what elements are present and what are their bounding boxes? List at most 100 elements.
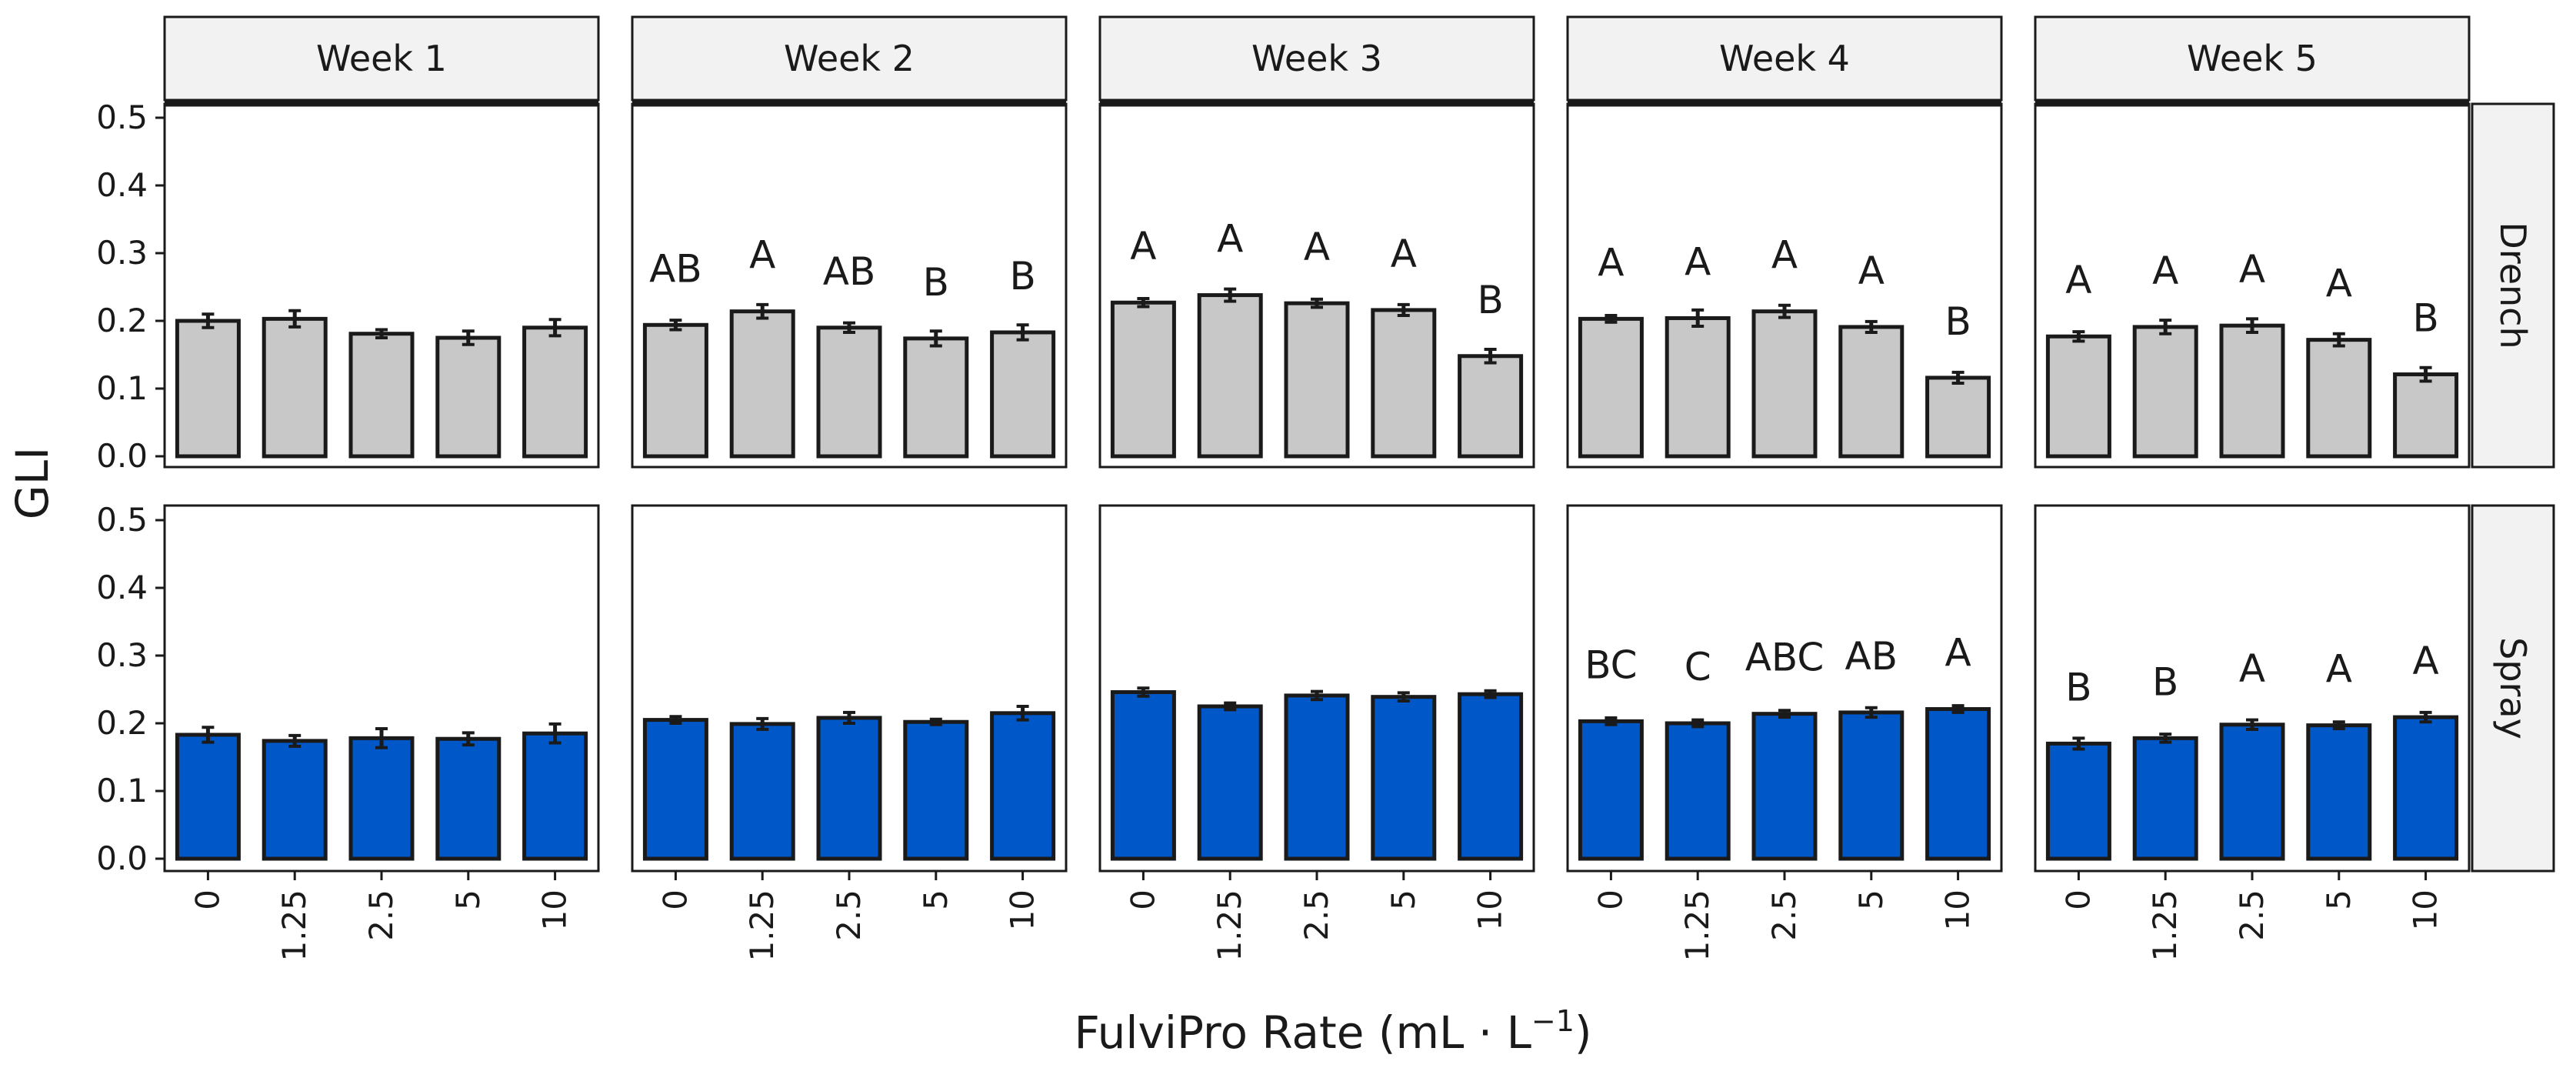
y-tick-label-spray-3: 0.3 bbox=[96, 636, 148, 674]
bar-spray-week-3-5 bbox=[1371, 695, 1437, 861]
bar-spray-week-3-2-5 bbox=[1284, 693, 1350, 861]
significance-letter-drench-week-3-1-25: A bbox=[1217, 217, 1243, 262]
bar-spray-week-2-1-25 bbox=[729, 722, 795, 861]
x-tick-label-week-3-1-25: 1.25 bbox=[1211, 889, 1248, 962]
significance-letter-drench-week-5-5: A bbox=[2326, 262, 2352, 306]
x-tick-label-week-3-0: 0 bbox=[1124, 889, 1161, 910]
facet-strip-label-spray: Spray bbox=[2492, 637, 2534, 739]
bar-spray-week-4-5 bbox=[1838, 710, 1905, 861]
x-tick-label-week-5-5: 5 bbox=[2320, 889, 2358, 910]
x-tick-label-week-4-10: 10 bbox=[1939, 889, 1977, 930]
x-tick-label-week-5-0: 0 bbox=[2059, 889, 2097, 910]
y-tick-label-drench-4: 0.4 bbox=[96, 166, 148, 204]
x-tick-label-week-1-2-5: 2.5 bbox=[362, 889, 400, 941]
significance-letter-spray-week-4-1-25: C bbox=[1685, 645, 1711, 689]
significance-letter-drench-week-2-5: B bbox=[923, 260, 949, 305]
bar-drench-week-2-1-25 bbox=[729, 309, 795, 459]
y-tick-label-drench-3: 0.3 bbox=[96, 234, 148, 272]
facet-strip-week-3 bbox=[1098, 15, 1535, 102]
significance-letter-spray-week-4-0: BC bbox=[1585, 642, 1637, 687]
bar-drench-week-3-2-5 bbox=[1284, 301, 1350, 459]
bar-drench-week-5-1-25 bbox=[2132, 325, 2198, 459]
x-tick-label-week-4-2-5: 2.5 bbox=[1765, 889, 1803, 941]
facet-strip-spray bbox=[2471, 504, 2555, 873]
bar-spray-week-1-0 bbox=[175, 733, 241, 861]
significance-letter-spray-week-5-0: B bbox=[2065, 665, 2091, 709]
significance-letter-drench-week-4-1-25: A bbox=[1685, 239, 1711, 284]
x-tick-label-week-2-5: 5 bbox=[917, 889, 955, 910]
bar-spray-week-5-1-25 bbox=[2132, 736, 2198, 861]
bar-spray-week-3-10 bbox=[1458, 692, 1524, 861]
y-tick-label-spray-1: 0.1 bbox=[96, 772, 148, 809]
bar-drench-week-4-10 bbox=[1925, 375, 1991, 459]
y-tick-label-drench-5: 0.5 bbox=[96, 98, 148, 136]
bar-drench-week-1-5 bbox=[435, 335, 502, 459]
bar-drench-week-1-1-25 bbox=[262, 316, 328, 459]
x-tick-label-week-4-1-25: 1.25 bbox=[1678, 889, 1716, 962]
bar-drench-week-2-5 bbox=[903, 336, 969, 459]
x-tick-label-week-1-5: 5 bbox=[449, 889, 487, 910]
significance-letter-drench-week-5-2-5: A bbox=[2239, 247, 2265, 292]
bar-spray-week-4-10 bbox=[1925, 707, 1991, 861]
bar-drench-week-4-1-25 bbox=[1665, 315, 1731, 459]
bar-drench-week-1-0 bbox=[175, 319, 241, 459]
y-tick-label-spray-4: 0.4 bbox=[96, 569, 148, 606]
bar-drench-week-3-10 bbox=[1458, 354, 1524, 459]
significance-letter-drench-week-5-1-25: A bbox=[2152, 249, 2178, 293]
bar-spray-week-4-1-25 bbox=[1665, 721, 1731, 861]
significance-letter-drench-week-2-2-5: AB bbox=[823, 249, 876, 294]
bar-spray-week-3-1-25 bbox=[1197, 704, 1263, 861]
significance-letter-drench-week-2-10: B bbox=[1009, 254, 1035, 299]
bar-drench-week-5-5 bbox=[2306, 338, 2372, 459]
bar-spray-week-1-1-25 bbox=[262, 739, 328, 861]
significance-letter-spray-week-4-2-5: ABC bbox=[1745, 636, 1825, 680]
bar-drench-week-5-10 bbox=[2393, 372, 2459, 459]
x-axis-title-close: ) bbox=[1575, 1006, 1592, 1059]
facet-strip-week-1 bbox=[163, 15, 600, 102]
bar-drench-week-1-2-5 bbox=[348, 332, 415, 459]
bar-drench-week-5-0 bbox=[2045, 334, 2111, 459]
bar-spray-week-1-10 bbox=[522, 731, 588, 861]
significance-letter-drench-week-4-10: B bbox=[1944, 299, 1971, 344]
y-axis-title: GLI bbox=[6, 447, 58, 519]
x-tick-label-week-1-1-25: 1.25 bbox=[275, 889, 313, 962]
x-tick-label-week-4-5: 5 bbox=[1852, 889, 1890, 910]
x-axis-title: FulviPro Rate (mL · L−1) bbox=[1074, 1004, 1591, 1059]
x-axis-title-main: FulviPro Rate (mL · L bbox=[1074, 1006, 1531, 1059]
bar-spray-week-4-2-5 bbox=[1751, 712, 1818, 861]
significance-letter-drench-week-3-10: B bbox=[1477, 278, 1503, 322]
bar-spray-week-2-2-5 bbox=[816, 716, 882, 861]
x-tick-label-week-1-10: 10 bbox=[536, 889, 574, 930]
x-axis-title-exponent: −1 bbox=[1531, 1004, 1575, 1038]
x-tick-label-week-2-0: 0 bbox=[656, 889, 694, 910]
bar-drench-week-3-5 bbox=[1371, 308, 1437, 459]
bar-spray-week-5-0 bbox=[2045, 741, 2111, 861]
significance-letter-spray-week-5-1-25: B bbox=[2152, 659, 2178, 704]
bar-spray-week-3-0 bbox=[1110, 690, 1176, 861]
y-tick-label-spray-5: 0.5 bbox=[96, 501, 148, 539]
y-tick-label-drench-2: 0.2 bbox=[96, 302, 148, 339]
bar-spray-week-4-0 bbox=[1578, 719, 1644, 861]
facet-strip-label-week-5: Week 5 bbox=[2187, 38, 2318, 79]
x-tick-label-week-3-5: 5 bbox=[1385, 889, 1422, 910]
significance-letter-spray-week-5-5: A bbox=[2326, 647, 2352, 692]
facet-strip-drench bbox=[2471, 102, 2555, 469]
x-tick-label-week-2-2-5: 2.5 bbox=[830, 889, 868, 941]
bar-spray-week-5-10 bbox=[2393, 715, 2459, 861]
facet-strip-label-week-2: Week 2 bbox=[784, 38, 915, 79]
facet-strip-label-week-1: Week 1 bbox=[316, 38, 447, 79]
x-tick-label-week-2-10: 10 bbox=[1004, 889, 1041, 930]
x-tick-label-week-3-10: 10 bbox=[1471, 889, 1509, 930]
bar-spray-week-1-5 bbox=[435, 736, 502, 861]
significance-letter-drench-week-4-5: A bbox=[1858, 249, 1885, 293]
x-tick-label-week-4-0: 0 bbox=[1591, 889, 1629, 910]
y-tick-label-spray-0: 0.0 bbox=[96, 839, 148, 877]
significance-letter-spray-week-4-10: A bbox=[1944, 631, 1971, 676]
bar-drench-week-2-10 bbox=[990, 330, 1056, 459]
bar-spray-week-1-2-5 bbox=[348, 736, 415, 861]
significance-letter-drench-week-2-1-25: A bbox=[749, 233, 775, 278]
facet-strip-week-4 bbox=[1566, 15, 2003, 102]
x-tick-label-week-1-0: 0 bbox=[188, 889, 226, 910]
significance-letter-spray-week-5-10: A bbox=[2412, 639, 2438, 683]
bar-spray-week-2-5 bbox=[903, 719, 969, 861]
